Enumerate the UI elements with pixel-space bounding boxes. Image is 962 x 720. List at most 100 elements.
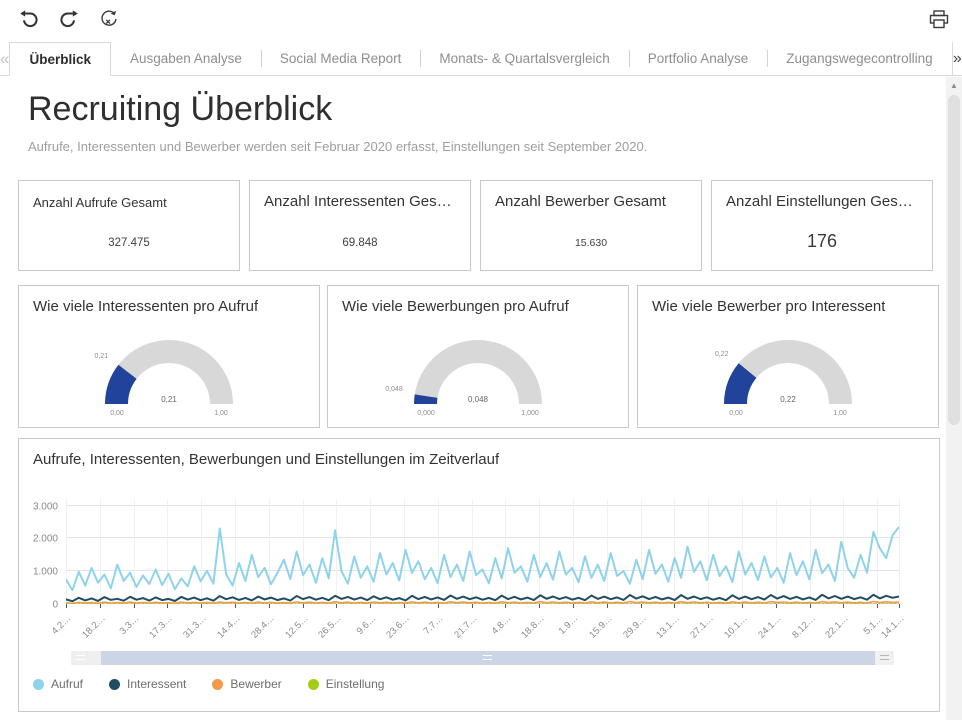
tab-6[interactable]: Zugangswegecontrolling [767,42,951,75]
tabs-overflow-button[interactable]: » [951,42,962,75]
gauge-track [105,340,233,404]
undo-button[interactable] [16,6,42,32]
vertical-scrollbar[interactable]: ▲ [946,77,962,720]
print-button[interactable] [926,6,952,32]
kpi-card-aufrufe[interactable]: Anzahl Aufrufe Gesamt 327.475 [18,180,240,271]
gauge-card-interessenten-pro-aufruf[interactable]: Wie viele Interessenten pro Aufruf 0,21 0… [18,285,320,428]
legend-dot-icon [307,678,319,690]
gauge-title: Wie viele Bewerber pro Interessent [652,298,886,315]
gauge-max-label: 1,000 [521,410,539,417]
x-tick-mark [437,604,439,608]
y-tick-label: 0 [52,599,58,611]
legend-item-aufruf[interactable]: Aufruf [33,677,83,691]
x-tick-mark [877,604,879,608]
tab-2[interactable]: Ausgaben Analyse [130,51,242,66]
x-tick-mark [809,604,811,608]
gauge-fill [105,364,137,404]
range-right-handle[interactable] [875,651,894,665]
x-tick-label: 8.12… [789,613,818,641]
x-gridline [877,499,879,604]
range-left-handle[interactable] [71,651,101,665]
tab-bar: « Überblick Ausgaben Analyse Social Media … [0,42,962,76]
x-gridline [201,499,203,604]
x-tick-mark [742,604,744,608]
x-tick-mark [201,604,203,608]
legend-item-einstellung[interactable]: Einstellung [307,677,385,691]
legend-dot-icon [109,678,121,690]
reset-button[interactable] [96,6,122,32]
x-axis: 4.2… 18.2… 3.3… 17.3… 31.3… 14.4… 28.4… 12.5… 26… [50,604,907,650]
x-gridline [437,499,439,604]
kpi-card-bewerber[interactable]: Anzahl Bewerber Gesamt 15.630 [480,180,702,271]
legend-item-bewerber[interactable]: Bewerber [212,677,282,691]
x-tick-mark [843,604,845,608]
vertical-scrollbar-thumb[interactable] [948,95,960,425]
grip-icon [76,655,85,660]
x-gridline [133,499,135,604]
gauge-value-label: 0,22 [780,395,796,404]
x-tick-label: 31.3… [181,613,209,641]
x-tick-mark [99,604,101,608]
kpi-card-einstellungen[interactable]: Anzahl Einstellungen Ges… 176 [711,180,933,271]
x-tick-mark [539,604,541,608]
x-gridline [674,499,676,604]
gauge-chart: 0,048 0,000 0,048 1,000 [328,316,630,427]
dashboard-canvas: Recruiting Überblick Aufrufe, Interessen… [0,77,946,720]
x-tick-label: 13.1… [654,613,683,641]
kpi-value: 176 [806,231,838,251]
tab-4[interactable]: Monats- & Quartalsvergleich [420,42,628,75]
grip-icon [483,655,492,660]
x-tick-mark [606,604,608,608]
page-title: Recruiting Überblick [28,90,333,128]
y-tick-label: 1.000 [32,566,58,578]
tab-3[interactable]: Social Media Report [260,42,421,75]
gauge-track [724,340,852,404]
timeseries-card[interactable]: Aufrufe, Interessenten, Bewerbungen und … [18,438,940,712]
x-tick-mark [404,604,406,608]
x-gridline [336,499,338,604]
tabs: Überblick Ausgaben Analyse Social Media Re… [9,42,951,76]
legend-label: Bewerber [230,677,282,691]
x-tick-label: 18.8… [519,613,548,641]
gauge-card-bewerber-pro-interessent[interactable]: Wie viele Bewerber pro Interessent 0,22 0… [637,285,939,428]
x-tick-mark [708,604,710,608]
x-gridline [302,499,304,604]
redo-button[interactable] [56,6,82,32]
tab-5[interactable]: Portfolio Analyse [628,42,768,75]
x-tick-label: 4.8… [489,613,514,637]
legend-item-interessent[interactable]: Interessent [109,677,186,691]
x-gridline [606,499,608,604]
kpi-card-interessenten[interactable]: Anzahl Interessenten Ges… 69.848 [249,180,471,271]
legend-label: Einstellung [325,677,385,691]
kpi-title: Anzahl Einstellungen Ges… [726,193,913,210]
x-tick-label: 28.4… [249,613,277,641]
gauge-min-label: 0,00 [729,410,743,417]
x-gridline [268,499,270,604]
range-bar[interactable] [101,651,875,665]
kpi-title: Anzahl Aufrufe Gesamt [33,195,167,210]
x-tick-mark [899,604,900,608]
chart-plot-area[interactable] [66,499,900,604]
tab-1[interactable]: Überblick [9,42,111,76]
reset-circle-x-icon [101,10,117,26]
x-tick-label: 14.1… [879,613,907,641]
x-tick-label: 15.9… [587,613,615,641]
x-gridline [505,499,507,604]
y-tick-label: 3.000 [32,501,58,513]
x-tick-mark [66,604,67,608]
chart-legend: Aufruf Interessent Bewerber Einstellung [33,677,384,691]
kpi-value: 69.848 [342,237,378,249]
gauge-max-label: 1,00 [833,410,847,417]
chart-range-scrollbar[interactable] [71,651,894,665]
series-line-aufruf [66,527,899,590]
gauge-title: Wie viele Bewerbungen pro Aufruf [342,298,569,315]
x-tick-label: 3.3… [117,613,142,637]
undo-icon [20,10,38,28]
scroll-up-arrow-icon[interactable]: ▲ [950,81,958,90]
gauge-card-bewerbungen-pro-aufruf[interactable]: Wie viele Bewerbungen pro Aufruf 0,048 0,… [327,285,629,428]
kpi-value: 327.475 [108,237,150,249]
printer-icon [929,9,949,28]
tabs-scroll-left-button[interactable]: « [0,48,10,68]
legend-label: Interessent [127,677,187,691]
